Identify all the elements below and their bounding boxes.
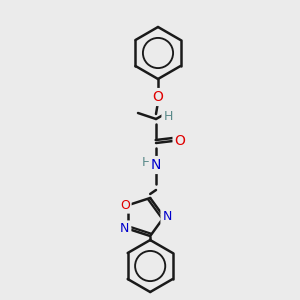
Text: H: H — [141, 155, 151, 169]
Text: N: N — [151, 158, 161, 172]
Text: N: N — [162, 211, 172, 224]
Text: N: N — [120, 222, 130, 235]
Text: O: O — [153, 90, 164, 104]
Text: O: O — [175, 134, 185, 148]
Text: H: H — [163, 110, 173, 122]
Text: O: O — [120, 199, 130, 212]
